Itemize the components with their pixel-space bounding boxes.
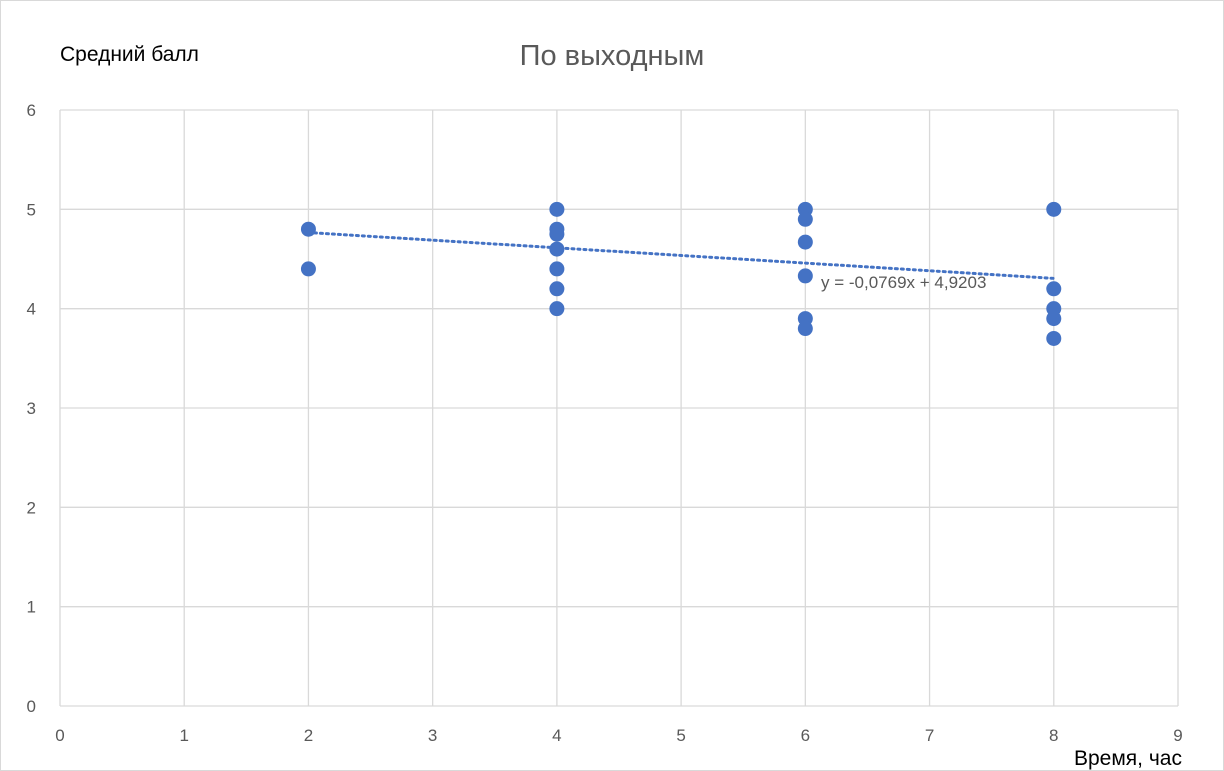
y-tick-label: 1	[27, 598, 36, 617]
data-point	[1046, 281, 1062, 297]
x-tick-label: 0	[55, 726, 64, 745]
chart-title: По выходным	[519, 40, 705, 72]
trendline-group: y = -0,0769x + 4,9203	[306, 231, 1056, 292]
data-point	[549, 281, 565, 297]
data-point	[549, 301, 565, 317]
data-point	[1046, 311, 1062, 327]
x-tick-label: 8	[1049, 726, 1058, 745]
data-point	[300, 221, 316, 237]
x-tick-label: 7	[925, 726, 934, 745]
data-point	[549, 261, 565, 277]
x-tick-label: 2	[304, 726, 313, 745]
data-point	[549, 226, 565, 242]
data-point	[1046, 201, 1062, 217]
data-points	[300, 201, 1062, 346]
x-axis-title: Время, час	[1074, 747, 1182, 770]
gridlines	[59, 109, 1179, 707]
data-point	[1046, 330, 1062, 346]
y-tick-label: 5	[27, 200, 36, 219]
data-point	[300, 261, 316, 277]
tick-labels: 0 1 2 3 4 5 6 7 8 9 0 1 2 3 4 5 6	[27, 101, 1183, 745]
y-tick-label: 0	[27, 697, 36, 716]
y-tick-label: 3	[27, 399, 36, 418]
trendline-equation: y = -0,0769x + 4,9203	[821, 273, 986, 292]
y-tick-label: 4	[27, 300, 36, 319]
x-tick-label: 9	[1173, 726, 1182, 745]
x-tick-label: 3	[428, 726, 437, 745]
x-tick-label: 6	[801, 726, 810, 745]
x-tick-label: 4	[552, 726, 561, 745]
data-point	[797, 268, 813, 284]
trendline	[306, 231, 1056, 280]
data-point	[797, 211, 813, 227]
y-axis-title: Средний балл	[60, 43, 199, 66]
y-tick-label: 2	[27, 498, 36, 517]
x-tick-label: 5	[676, 726, 685, 745]
x-tick-label: 1	[179, 726, 188, 745]
data-point	[797, 234, 813, 250]
data-point	[549, 241, 565, 257]
data-point	[549, 201, 565, 217]
data-point	[797, 321, 813, 337]
y-tick-label: 6	[27, 101, 36, 120]
